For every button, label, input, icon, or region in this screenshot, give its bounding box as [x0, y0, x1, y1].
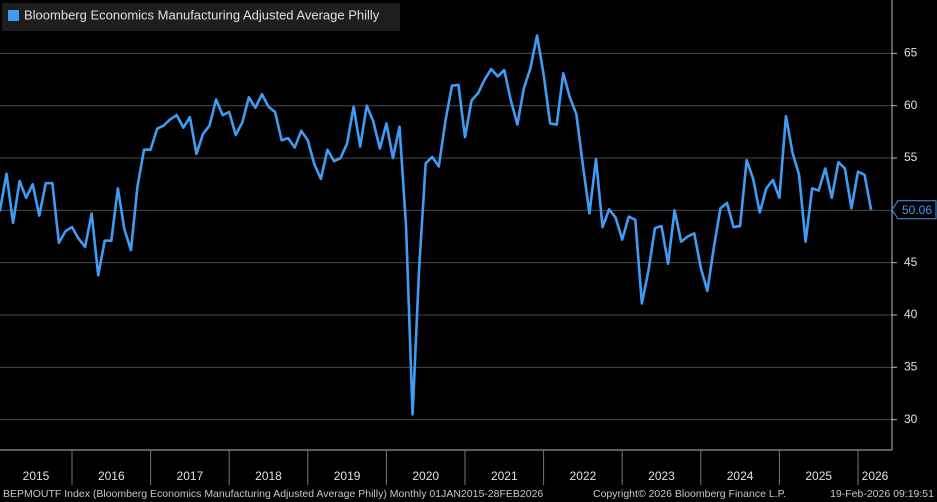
y-tick-label: 45 — [904, 255, 918, 269]
legend-swatch — [8, 10, 19, 21]
y-tick-label: 40 — [904, 307, 918, 321]
footer-timestamp: 19-Feb-2026 09:19:51 — [830, 488, 934, 500]
x-tick-label: 2020 — [412, 469, 439, 483]
y-tick-label: 35 — [904, 359, 918, 373]
x-tick-label: 2026 — [862, 469, 889, 483]
legend-label: Bloomberg Economics Manufacturing Adjust… — [24, 7, 380, 22]
x-tick-label: 2022 — [570, 469, 597, 483]
legend-box — [2, 3, 400, 31]
x-tick-label: 2019 — [334, 469, 361, 483]
x-tick-label: 2016 — [98, 469, 125, 483]
x-tick-label: 2015 — [23, 469, 50, 483]
last-value-label: 50.06 — [902, 203, 932, 217]
x-tick-label: 2025 — [805, 469, 832, 483]
footer-copyright: Copyright© 2026 Bloomberg Finance L.P. — [593, 488, 786, 500]
series-line — [0, 34, 873, 416]
x-tick-label: 2024 — [727, 469, 754, 483]
y-tick-label: 55 — [904, 150, 918, 164]
x-tick-label: 2023 — [648, 469, 675, 483]
x-tick-label: 2017 — [177, 469, 204, 483]
y-tick-label: 60 — [904, 98, 918, 112]
grid — [0, 52, 892, 421]
x-tick-label: 2021 — [491, 469, 518, 483]
footer-source: BEPMOUTF Index (Bloomberg Economics Manu… — [3, 488, 543, 500]
last-value-tag — [891, 200, 937, 220]
y-tick-label: 30 — [904, 412, 918, 426]
y-tick-label: 65 — [904, 46, 918, 60]
x-tick-label: 2018 — [255, 469, 282, 483]
